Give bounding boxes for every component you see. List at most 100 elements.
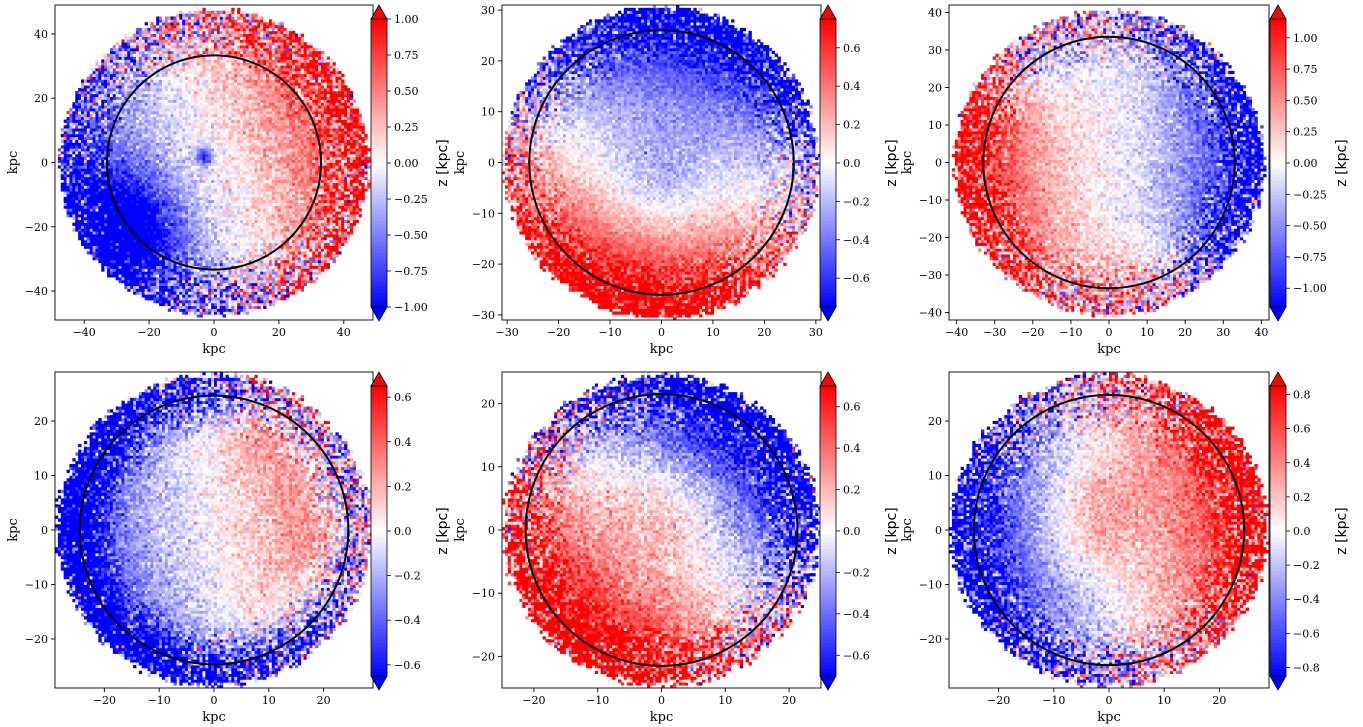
heatmap-cell [81, 226, 84, 229]
heatmap-cell [119, 271, 122, 274]
heatmap-cell [87, 237, 90, 240]
heatmap-cell [75, 211, 78, 214]
heatmap-cell [95, 226, 98, 229]
heatmap-cell [84, 160, 87, 163]
heatmap-cell [113, 217, 116, 220]
heatmap-cell [81, 234, 84, 237]
heatmap-cell [72, 197, 75, 200]
heatmap-cell [113, 131, 116, 134]
heatmap-cell [127, 171, 130, 174]
heatmap-cell [75, 100, 78, 103]
heatmap-cell [121, 71, 124, 74]
heatmap-cell [67, 145, 70, 148]
heatmap-cell [124, 71, 127, 74]
heatmap-cell [87, 82, 90, 85]
heatmap-cell [124, 131, 127, 134]
heatmap-cell [116, 237, 119, 240]
heatmap-cell [87, 203, 90, 206]
heatmap-cell [121, 234, 124, 237]
heatmap-cell [104, 231, 107, 234]
heatmap-cell [127, 220, 130, 223]
heatmap-cell [95, 128, 98, 131]
heatmap-cell [67, 142, 70, 145]
heatmap-cell [90, 120, 93, 123]
heatmap-cell [81, 220, 84, 223]
heatmap-cell [107, 214, 110, 217]
heatmap-cell [90, 82, 93, 85]
heatmap-cell [84, 240, 87, 243]
heatmap-cell [84, 79, 87, 82]
heatmap-cell [87, 91, 90, 94]
heatmap-cell [127, 277, 130, 280]
heatmap-cell [58, 157, 61, 160]
heatmap-cell [98, 231, 101, 234]
heatmap-cell [110, 171, 113, 174]
heatmap-cell [78, 145, 81, 148]
heatmap-cell [119, 131, 122, 134]
heatmap-cell [113, 248, 116, 251]
heatmap-cell [84, 140, 87, 143]
heatmap-cell [67, 131, 70, 134]
heatmap-cell [81, 100, 84, 103]
heatmap-cell [101, 246, 104, 249]
heatmap-cell [119, 74, 122, 77]
heatmap-cell [104, 62, 107, 65]
heatmap-cell [127, 91, 130, 94]
heatmap-cell [95, 257, 98, 260]
heatmap-cell [93, 188, 96, 191]
heatmap-cell [116, 85, 119, 88]
heatmap-cell [75, 185, 78, 188]
heatmap-cell [107, 211, 110, 214]
heatmap-cell [67, 125, 70, 128]
heatmap-cell [104, 226, 107, 229]
heatmap-cell [78, 131, 81, 134]
heatmap-cell [116, 154, 119, 157]
heatmap-cell [90, 137, 93, 140]
heatmap-cell [69, 117, 72, 120]
heatmap-cell [101, 117, 104, 120]
heatmap-cell [90, 171, 93, 174]
heatmap-cell [104, 125, 107, 128]
heatmap-cell [104, 128, 107, 131]
heatmap-cell [87, 174, 90, 177]
heatmap-cell [121, 266, 124, 269]
heatmap-cell [78, 180, 81, 183]
heatmap-cell [113, 54, 116, 57]
heatmap-cell [75, 171, 78, 174]
heatmap-cell [67, 191, 70, 194]
heatmap-cell [98, 228, 101, 231]
heatmap-cell [98, 62, 101, 65]
heatmap-cell [127, 286, 130, 289]
heatmap-cell [101, 257, 104, 260]
heatmap-cell [124, 120, 127, 123]
heatmap-cell [101, 171, 104, 174]
heatmap-cell [95, 205, 98, 208]
heatmap-cell [121, 251, 124, 254]
heatmap-cell [110, 243, 113, 246]
heatmap-cell [116, 148, 119, 151]
heatmap-cell [107, 77, 110, 80]
heatmap-cell [121, 114, 124, 117]
heatmap-cell [95, 248, 98, 251]
heatmap-cell [75, 217, 78, 220]
heatmap-cell [98, 226, 101, 229]
heatmap-cell [124, 168, 127, 171]
heatmap-cell [127, 117, 130, 120]
heatmap-cell [101, 145, 104, 148]
heatmap-cell [78, 163, 81, 166]
heatmap-cell [113, 246, 116, 249]
heatmap-cell [90, 243, 93, 246]
heatmap-cell [124, 251, 127, 254]
heatmap-cell [127, 108, 130, 111]
heatmap-cell [116, 220, 119, 223]
heatmap-cell [127, 114, 130, 117]
heatmap-cell [124, 165, 127, 168]
heatmap-cell [72, 188, 75, 191]
heatmap-cell [95, 203, 98, 206]
heatmap-cell [101, 200, 104, 203]
heatmap-cell [95, 228, 98, 231]
heatmap-cell [107, 246, 110, 249]
heatmap-cell [81, 128, 84, 131]
heatmap-cell [87, 177, 90, 180]
heatmap-cell [78, 217, 81, 220]
